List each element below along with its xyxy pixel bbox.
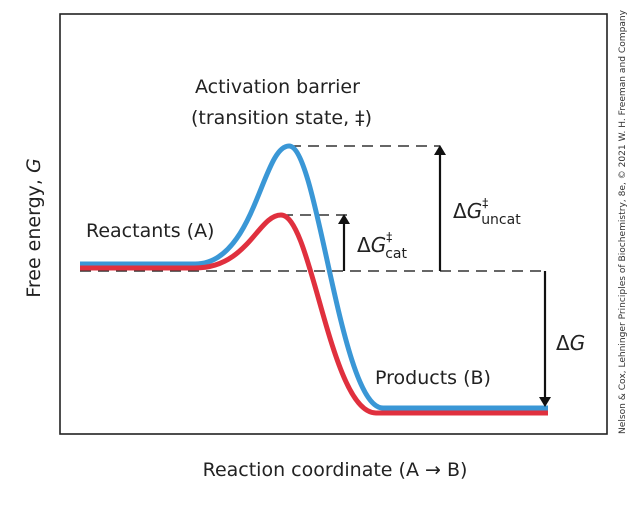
dagger-sup: ‡: [482, 196, 488, 210]
delta-symbol: Δ: [357, 233, 371, 257]
g-symbol: G: [371, 233, 387, 257]
delta-symbol: Δ: [556, 331, 570, 355]
y-axis-label: Free energy, G: [23, 158, 45, 297]
delta-g-uncat-label: ΔG‡ uncat: [453, 196, 521, 228]
cat-sub: cat: [385, 246, 407, 262]
delta-g-label: ΔG: [556, 331, 585, 355]
delta-symbol: Δ: [453, 199, 467, 223]
y-axis-text: Free energy,: [23, 173, 45, 298]
uncat-sub: uncat: [481, 212, 521, 228]
activation-barrier-label: Activation barrier: [195, 76, 360, 98]
transition-state-label: (transition state, ‡): [191, 107, 372, 129]
products-label: Products (B): [375, 367, 491, 389]
g-symbol: G: [467, 199, 483, 223]
catalyzed-curve: [80, 212, 548, 416]
reactants-label: Reactants (A): [86, 220, 214, 242]
y-axis-symbol: G: [23, 158, 45, 173]
delta-g-cat-label: ΔG‡ cat: [357, 230, 407, 262]
g-symbol: G: [570, 331, 586, 355]
plot-frame: [59, 13, 608, 435]
copyright-credit: Nelson & Cox, Lehninger Principles of Bi…: [617, 10, 627, 434]
uncatalyzed-curve: [80, 143, 548, 411]
dagger-sup: ‡: [386, 230, 392, 244]
x-axis-label: Reaction coordinate (A → B): [203, 459, 468, 481]
